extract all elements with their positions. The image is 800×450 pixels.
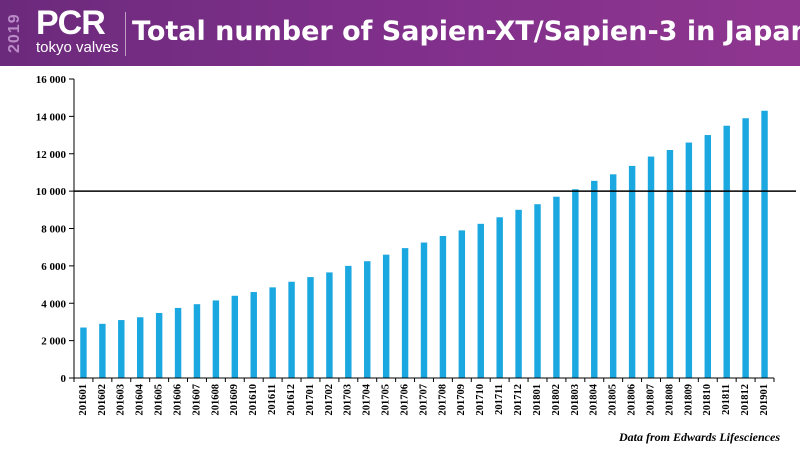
logo-subtitle: tokyo valves xyxy=(36,39,119,56)
bar xyxy=(174,307,182,378)
bar xyxy=(193,304,201,378)
y-tick-label: 0 xyxy=(61,373,67,385)
bar xyxy=(742,118,749,379)
banner-divider xyxy=(125,12,126,56)
bar xyxy=(269,287,276,378)
y-tick-label: 12 000 xyxy=(36,149,67,161)
bar xyxy=(250,292,257,378)
bar xyxy=(591,180,598,378)
x-tick-label: 201710 xyxy=(475,384,486,416)
x-tick-label: 201809 xyxy=(683,384,694,416)
bar xyxy=(307,277,314,378)
x-tick-label: 201811 xyxy=(721,384,732,415)
y-tick-label: 2 000 xyxy=(41,336,66,348)
y-tick-label: 8 000 xyxy=(41,224,66,236)
x-tick-label: 201812 xyxy=(740,384,751,416)
x-tick-label: 201607 xyxy=(191,384,202,416)
x-tick-label: 201608 xyxy=(210,384,221,416)
x-tick-label: 201810 xyxy=(702,384,713,416)
bar xyxy=(345,265,352,378)
bar xyxy=(326,272,333,378)
bar xyxy=(704,135,711,378)
bar xyxy=(496,217,503,378)
bar xyxy=(477,223,484,378)
x-tick-label: 201807 xyxy=(645,384,656,416)
x-tick-label: 201612 xyxy=(286,384,297,416)
x-tick-label: 201702 xyxy=(324,384,335,416)
x-tick-label: 201609 xyxy=(229,384,240,416)
bar xyxy=(628,165,636,378)
bar xyxy=(439,235,447,378)
bar xyxy=(401,248,409,378)
x-tick-label: 201706 xyxy=(399,384,410,416)
y-tick-label: 14 000 xyxy=(36,111,67,123)
x-tick-label: 201603 xyxy=(116,384,127,416)
x-tick-label: 201611 xyxy=(267,384,278,415)
banner-year: 2019 xyxy=(6,13,23,53)
x-tick-label: 201610 xyxy=(248,384,259,416)
bar xyxy=(666,150,674,378)
bar xyxy=(761,110,768,379)
x-tick-label: 201709 xyxy=(456,384,467,416)
bar xyxy=(458,230,466,378)
x-tick-label: 201703 xyxy=(343,384,354,416)
x-tick-label: 201806 xyxy=(627,384,638,416)
x-tick-label: 201705 xyxy=(381,384,392,416)
page-title: Total number of Sapien-XT/Sapien-3 in Ja… xyxy=(132,16,800,47)
bar xyxy=(534,204,541,378)
x-tick-label: 201605 xyxy=(154,384,165,416)
bar xyxy=(80,327,87,378)
x-tick-label: 201804 xyxy=(589,383,600,415)
bar xyxy=(723,125,730,378)
bar xyxy=(212,300,220,378)
x-tick-label: 201602 xyxy=(97,384,108,416)
x-tick-label: 201711 xyxy=(494,384,505,415)
bar xyxy=(685,142,693,378)
bar xyxy=(647,156,655,378)
bar xyxy=(609,174,617,378)
bar xyxy=(572,189,579,378)
x-tick-label: 201704 xyxy=(362,383,373,415)
y-tick-label: 6 000 xyxy=(41,261,66,273)
bar xyxy=(553,196,560,378)
y-tick-label: 16 000 xyxy=(36,74,67,86)
x-tick-label: 201802 xyxy=(551,384,562,416)
x-tick-label: 201606 xyxy=(172,384,183,416)
source-note: Data from Edwards Lifesciences xyxy=(619,430,780,444)
x-tick-label: 201604 xyxy=(135,383,146,415)
x-tick-label: 201712 xyxy=(513,384,524,416)
bar xyxy=(155,312,163,378)
x-tick-label: 201901 xyxy=(759,384,770,416)
bar xyxy=(420,242,428,378)
y-tick-label: 10 000 xyxy=(36,186,67,198)
x-tick-label: 201601 xyxy=(78,384,89,416)
bar xyxy=(231,295,239,378)
y-tick-label: 4 000 xyxy=(41,298,66,310)
bar xyxy=(364,261,371,378)
bar-chart: 0 2 000 4 000 6 000 8 000 10 000 12 000 14 000 1… xyxy=(36,74,796,416)
bar xyxy=(118,320,125,378)
header-banner: 2019 PCR tokyo valves Total number of Sa… xyxy=(0,0,800,66)
bar xyxy=(99,323,106,378)
x-tick-label: 201801 xyxy=(532,384,543,416)
x-tick-label: 201707 xyxy=(418,384,429,416)
bar xyxy=(515,209,522,378)
x-tick-label: 201805 xyxy=(608,384,619,416)
x-tick-label: 201701 xyxy=(305,384,316,416)
x-tick-label: 201808 xyxy=(664,384,675,416)
x-tick-label: 201708 xyxy=(437,384,448,416)
bar xyxy=(382,254,390,378)
bar xyxy=(137,317,144,378)
x-tick-label: 201803 xyxy=(570,384,581,416)
pcr-logo: PCR xyxy=(36,4,106,42)
bar xyxy=(288,281,295,378)
